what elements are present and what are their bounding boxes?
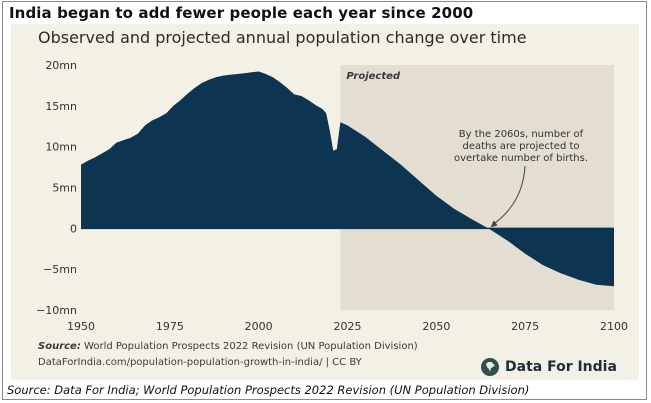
- x-tick-label: 2075: [511, 320, 539, 333]
- footer-source: Source: Data For India; World Population…: [7, 383, 530, 397]
- chart-source-line: Source: World Population Prospects 2022 …: [38, 341, 418, 352]
- population-change-chart: Projected 20mn 15mn 10mn 5mn 0 −5mn −10mn 1950…: [36, 59, 628, 333]
- annotation-arrowhead: [490, 220, 498, 228]
- y-tick-label: 20mn: [45, 59, 77, 72]
- brand-name: Data For India: [505, 359, 617, 375]
- annotation-text-line: deaths are projected to: [462, 141, 579, 152]
- annotation-text-line: By the 2060s, number of: [459, 129, 584, 140]
- y-axis-ticks: 20mn 15mn 10mn 5mn 0 −5mn −10mn: [36, 59, 77, 317]
- population-change-area: [81, 71, 614, 287]
- brand: Data For India: [481, 358, 617, 376]
- y-tick-label: 10mn: [45, 141, 77, 154]
- x-axis-ticks: 1950 1975 2000 2025 2050 2075 2100: [67, 320, 628, 333]
- chart-title: Observed and projected annual population…: [38, 28, 527, 47]
- india-map-icon: [481, 358, 499, 376]
- x-tick-label: 1950: [67, 320, 95, 333]
- chart-card: Projected 20mn 15mn 10mn 5mn 0 −5mn −10mn 1950…: [11, 24, 639, 380]
- y-tick-label: 5mn: [52, 182, 77, 195]
- y-tick-label: −10mn: [36, 304, 77, 317]
- y-tick-label: 0: [70, 222, 77, 235]
- x-tick-label: 2100: [600, 320, 628, 333]
- x-tick-label: 1975: [156, 320, 184, 333]
- chart-credit-line: DataForIndia.com/population-population-g…: [38, 357, 362, 368]
- y-tick-label: −5mn: [43, 263, 77, 276]
- x-tick-label: 2050: [422, 320, 450, 333]
- headline: India began to add fewer people each yea…: [9, 4, 474, 22]
- annotation-text-line: overtake number of births.: [454, 153, 588, 164]
- x-tick-label: 2000: [245, 320, 273, 333]
- annotation-arrow: [494, 165, 526, 224]
- chart-source-label: Source:: [38, 341, 81, 352]
- chart-source-text: World Population Prospects 2022 Revision…: [84, 341, 418, 352]
- projected-label: Projected: [346, 71, 401, 82]
- y-tick-label: 15mn: [45, 100, 77, 113]
- x-tick-label: 2025: [334, 320, 362, 333]
